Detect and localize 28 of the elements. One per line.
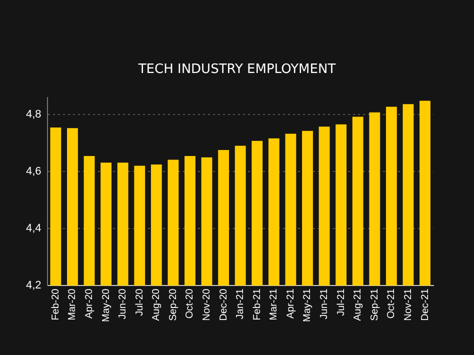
- y-tick-label: 4,6: [26, 166, 42, 178]
- x-tick-label: Apr-20: [84, 288, 96, 319]
- x-tick-label: Apr-21: [285, 288, 296, 319]
- x-tick-label: Nov-21: [402, 288, 414, 321]
- x-tick-label: Feb-20: [50, 288, 62, 320]
- chart-title: TECH INDUSTRY EMPLOYMENT: [137, 62, 337, 77]
- y-tick-label: 4,4: [26, 222, 42, 235]
- x-tick-label: Dec-21: [420, 288, 431, 321]
- x-tick-label: Jul-20: [134, 288, 146, 316]
- x-tick-label: Mar-21: [268, 288, 280, 320]
- x-tick-label: Jan-21: [235, 288, 246, 320]
- x-tick-label: May-20: [100, 288, 112, 322]
- x-tick-label: Mar-20: [67, 288, 78, 320]
- x-tick-label: Oct-20: [184, 288, 196, 319]
- x-tick-label: Aug-21: [352, 288, 364, 321]
- y-tick-label: 4,8: [26, 108, 42, 121]
- x-tick-label: Sep-20: [168, 288, 179, 321]
- y-tick-label: 4,2: [26, 280, 42, 292]
- x-tick-label: Jun-20: [118, 288, 129, 320]
- x-tick-label: Feb-21: [252, 288, 263, 320]
- x-tick-label: Jul-21: [336, 288, 347, 316]
- x-tick-label: Aug-20: [151, 288, 162, 321]
- x-tick-label: Sep-21: [369, 288, 380, 321]
- x-tick-label: Nov-20: [202, 288, 213, 321]
- x-tick-label: May-21: [302, 288, 314, 322]
- x-tick-label: Jun-21: [319, 288, 330, 320]
- x-tick-label: Dec-20: [218, 288, 230, 321]
- x-tick-label: Oct-21: [386, 288, 398, 319]
